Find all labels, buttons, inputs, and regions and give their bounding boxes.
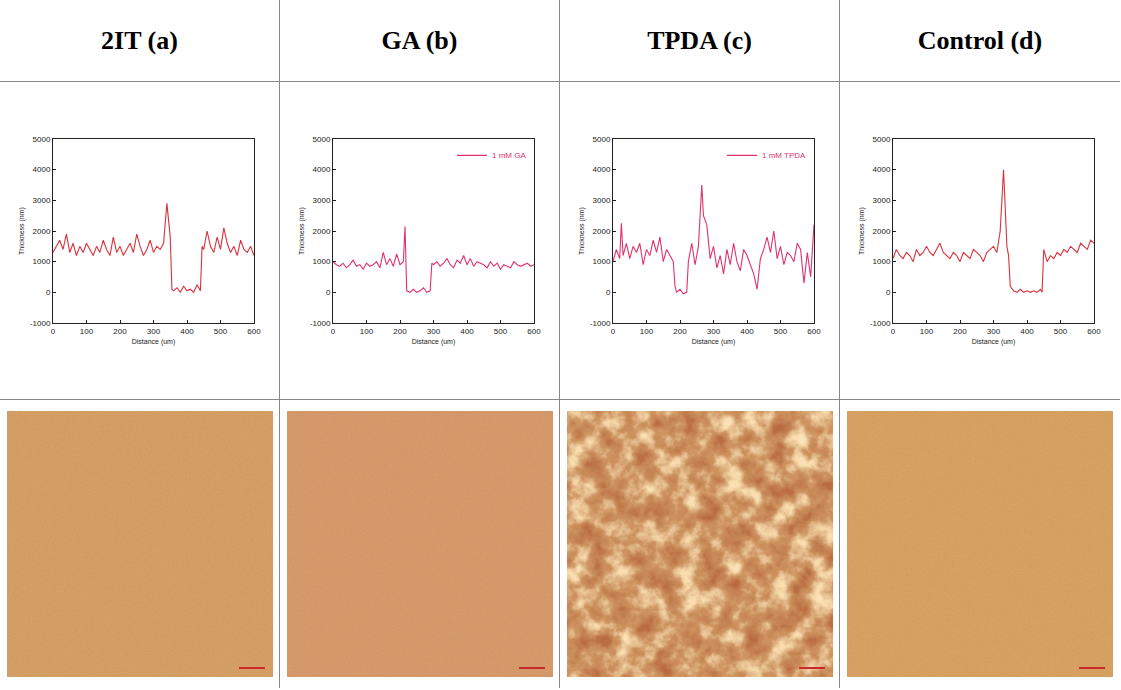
svg-text:400: 400 [740, 326, 754, 335]
svg-text:500: 500 [773, 326, 787, 335]
svg-text:400: 400 [180, 326, 194, 335]
svg-text:Distance (um): Distance (um) [131, 337, 175, 345]
svg-text:200: 200 [113, 326, 127, 335]
svg-text:Distance (um): Distance (um) [972, 337, 1016, 345]
svg-text:2000: 2000 [312, 226, 330, 235]
svg-text:0: 0 [325, 288, 330, 297]
svg-text:1 mM GA: 1 mM GA [491, 151, 525, 160]
svg-text:5000: 5000 [312, 134, 330, 143]
svg-text:300: 300 [146, 326, 160, 335]
svg-text:2000: 2000 [32, 226, 50, 235]
svg-text:600: 600 [1087, 326, 1101, 335]
svg-text:Distance (um): Distance (um) [411, 337, 455, 345]
svg-text:300: 300 [987, 326, 1001, 335]
svg-text:500: 500 [493, 326, 507, 335]
svg-text:300: 300 [706, 326, 720, 335]
svg-text:Distance (um): Distance (um) [691, 337, 735, 345]
svg-text:-1000: -1000 [870, 318, 891, 327]
svg-text:0: 0 [50, 326, 55, 335]
svg-text:200: 200 [953, 326, 967, 335]
svg-text:Thickness (nm): Thickness (nm) [17, 207, 25, 255]
svg-text:2000: 2000 [592, 226, 610, 235]
svg-text:100: 100 [359, 326, 373, 335]
svg-text:1000: 1000 [32, 257, 50, 266]
svg-text:4000: 4000 [873, 165, 891, 174]
svg-text:500: 500 [213, 326, 227, 335]
svg-text:200: 200 [393, 326, 407, 335]
svg-text:4000: 4000 [312, 165, 330, 174]
svg-text:400: 400 [1020, 326, 1034, 335]
svg-text:3000: 3000 [592, 196, 610, 205]
svg-text:1000: 1000 [873, 257, 891, 266]
svg-text:0: 0 [330, 326, 335, 335]
html-text:TPDA (c): TPDA (c) [647, 25, 752, 55]
svg-text:2000: 2000 [873, 226, 891, 235]
html-text:GA (b): GA (b) [381, 25, 458, 55]
html-text:2IT (a): 2IT (a) [101, 25, 178, 55]
svg-text:3000: 3000 [312, 196, 330, 205]
svg-text:600: 600 [247, 326, 261, 335]
svg-text:3000: 3000 [873, 196, 891, 205]
svg-text:0: 0 [45, 288, 50, 297]
svg-text:1 mM TPDA: 1 mM TPDA [761, 151, 805, 160]
svg-text:Thickness (nm): Thickness (nm) [858, 207, 866, 255]
svg-text:600: 600 [527, 326, 541, 335]
svg-text:0: 0 [886, 288, 891, 297]
svg-text:4000: 4000 [32, 165, 50, 174]
svg-text:400: 400 [460, 326, 474, 335]
svg-text:200: 200 [673, 326, 687, 335]
svg-text:-1000: -1000 [309, 318, 330, 327]
svg-text:0: 0 [610, 326, 615, 335]
svg-text:Thickness (nm): Thickness (nm) [297, 207, 305, 255]
svg-text:0: 0 [891, 326, 896, 335]
svg-text:300: 300 [426, 326, 440, 335]
svg-text:100: 100 [79, 326, 93, 335]
svg-text:100: 100 [920, 326, 934, 335]
svg-text:1000: 1000 [312, 257, 330, 266]
svg-text:-1000: -1000 [589, 318, 610, 327]
svg-text:5000: 5000 [32, 134, 50, 143]
svg-text:100: 100 [639, 326, 653, 335]
svg-text:0: 0 [605, 288, 610, 297]
svg-text:600: 600 [807, 326, 821, 335]
svg-text:5000: 5000 [873, 134, 891, 143]
svg-text:4000: 4000 [592, 165, 610, 174]
svg-text:Thickness (nm): Thickness (nm) [577, 207, 585, 255]
html-text:Control (d): Control (d) [917, 25, 1043, 55]
svg-text:1000: 1000 [592, 257, 610, 266]
svg-text:3000: 3000 [32, 196, 50, 205]
svg-text:5000: 5000 [592, 134, 610, 143]
svg-text:-1000: -1000 [29, 318, 50, 327]
svg-text:500: 500 [1054, 326, 1068, 335]
